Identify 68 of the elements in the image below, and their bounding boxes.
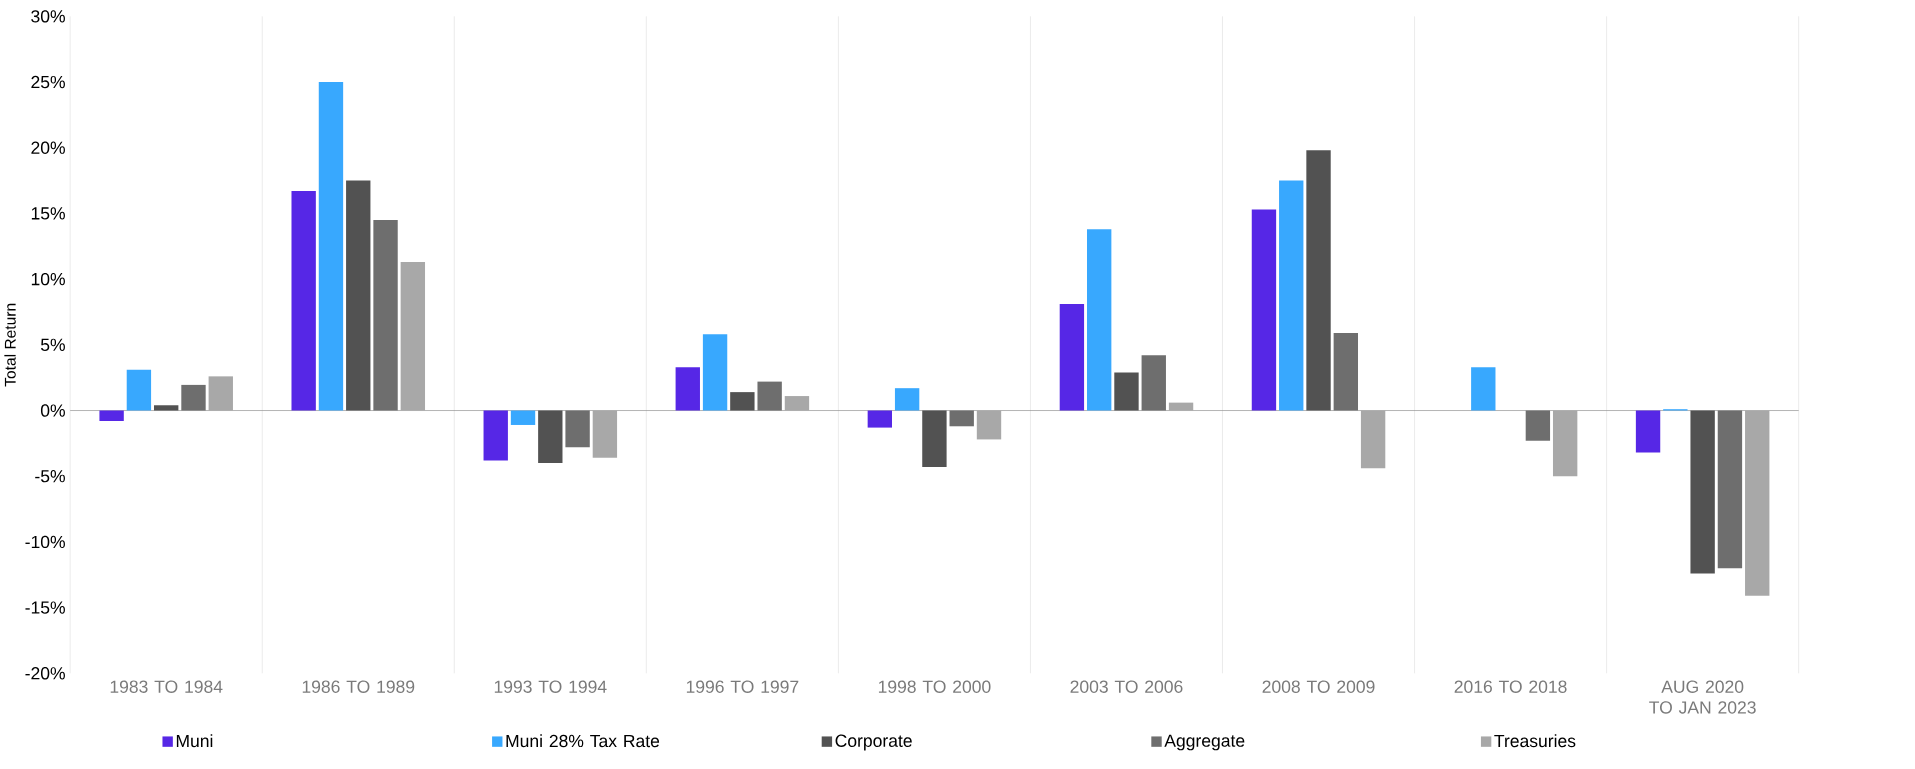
y-tick-label: 15% [31,207,65,220]
legend-label: Corporate [835,734,912,751]
bar [1059,304,1085,411]
bar [1690,410,1715,574]
bar [894,388,920,411]
bar [318,82,344,411]
y-tick-label: 20% [31,141,65,154]
x-tick-label: 1993 TO 1994 [494,680,607,693]
bar [675,367,700,411]
bar [181,384,206,411]
y-tick-label: -20% [25,667,65,680]
bar [1087,229,1112,411]
bar [1279,180,1304,411]
legend-label: Muni [176,734,213,748]
bar [922,410,947,468]
bar [400,262,426,411]
x-tick-label: 1983 TO 1984 [110,680,223,693]
bar [730,392,755,411]
bar [976,410,1002,440]
bar [1168,402,1194,411]
x-tick-label: 1998 TO 2000 [878,680,991,693]
bar [702,334,728,411]
bar [1251,209,1277,411]
x-tick-label: 2016 TO 2018 [1454,680,1567,693]
bar [784,396,810,411]
bar [1745,410,1770,596]
bar [291,191,316,411]
y-tick-label: 10% [31,272,65,286]
x-tick-label: 1986 TO 1989 [302,680,415,693]
bar [483,410,508,461]
y-tick-label: -15% [25,601,65,614]
bar [1333,333,1359,411]
bar [565,410,590,448]
bar [538,410,563,464]
legend-label: Muni 28% Tax Rate [506,734,660,748]
bar [510,410,536,426]
bar [126,369,152,411]
y-tick-label: -10% [25,535,65,549]
bar [373,220,398,411]
bar [949,410,974,427]
x-tick-label: 2003 TO 2006 [1070,680,1183,693]
bar [99,410,124,422]
bar [757,381,782,411]
y-tick-label: 30% [31,10,65,23]
y-tick-label: 5% [40,338,65,352]
bar [154,405,179,411]
y-tick-label: 25% [31,75,65,89]
bar [1635,410,1661,453]
bar [592,410,618,458]
bar [1360,410,1386,469]
x-tick-label: AUG 2020 TO JAN 2023 [1649,680,1756,714]
bar [1306,150,1331,411]
y-tick-label: -5% [35,470,65,483]
x-tick-label: 1996 TO 1997 [686,680,799,693]
bar [867,410,893,428]
bar [1552,410,1578,477]
y-tick-label: 0% [40,404,65,417]
bar [346,180,371,411]
legend-label: Aggregate [1164,734,1245,751]
bar [1717,410,1743,569]
bar [1471,367,1496,411]
bar [208,376,233,411]
y-axis-title: Total Return [4,303,16,387]
x-tick-label: 2008 TO 2009 [1262,680,1375,693]
legend-label: Treasuries [1494,734,1576,748]
bar [1114,372,1139,411]
bar [1525,410,1551,441]
bar [1141,355,1166,411]
